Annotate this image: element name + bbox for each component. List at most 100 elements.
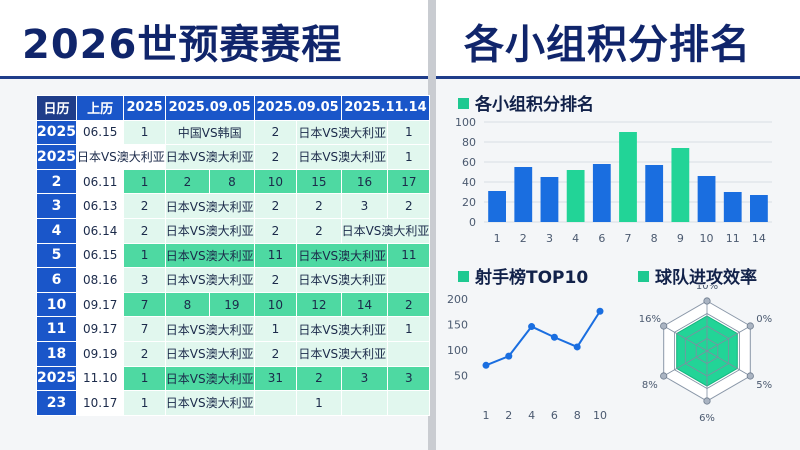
radar-chart-title-text: 球队进攻效率 — [655, 268, 757, 288]
table-cell: 2 — [36, 168, 77, 195]
bar — [592, 164, 611, 222]
header-cell: 2025 — [123, 95, 166, 121]
table-cell: 2 — [253, 267, 298, 293]
table-cell: 日本VS澳大利亚 — [164, 144, 255, 170]
table-cell: 日本VS澳大利亚 — [296, 242, 389, 269]
table-cell: 11 — [36, 316, 77, 342]
x-tick-label: 9 — [677, 232, 684, 245]
table-cell: 2 — [296, 365, 342, 392]
table-cell: 2 — [123, 193, 166, 219]
table-cell — [387, 340, 431, 367]
radar-axis-label: 5% — [756, 380, 772, 391]
data-point — [596, 307, 604, 315]
table-cell: 09.19 — [75, 340, 125, 367]
table-row: 3 06.13 2 日本VS澳大利亚 2 2 3 2 — [36, 193, 431, 219]
table-cell: 6 — [36, 267, 77, 293]
table-row: 23 10.17 1 日本VS澳大利亚 1 — [36, 390, 431, 416]
table-cell: 3 — [123, 267, 166, 293]
table-cell: 1 — [123, 119, 166, 146]
group-standings-bar-chart: 0 20 40 60 80 100 1 2 3 4 6 7 8 9 10 11 14 — [455, 116, 772, 245]
x-tick-label: 6 — [598, 232, 605, 245]
table-row: 6 08.16 3 日本VS澳大利亚 2 日本VS澳大利亚 — [36, 267, 431, 293]
table-cell: 日本VS澳大利亚 — [296, 316, 389, 342]
y-tick-label: 0 — [469, 216, 476, 229]
table-row: 5 06.15 1 日本VS澳大利亚 11 日本VS澳大利亚 11 — [36, 242, 431, 269]
table-cell: 日本VS澳大利亚 — [164, 316, 255, 342]
table-cell: 11.10 — [75, 365, 125, 392]
bar-chart-title: 各小组积分排名 — [458, 90, 594, 115]
table-row: 2025 日本VS澳大利亚 日本VS澳大利亚 2 日本VS澳大利亚 1 — [36, 144, 431, 170]
line-chart-title: 射手榜TOP10 — [458, 263, 588, 288]
table-cell: 日本VS澳大利亚 — [340, 217, 431, 244]
standings-title-bar: 各小组积分排名 — [436, 0, 800, 79]
table-cell: 12 — [296, 291, 342, 318]
square-bullet-icon — [458, 97, 469, 109]
data-point — [528, 323, 536, 331]
table-cell: 1 — [296, 390, 342, 416]
standings-title: 各小组积分排名 — [464, 22, 751, 68]
table-cell: 日本VS澳大利亚 — [75, 144, 166, 170]
table-cell: 日本VS澳大利亚 — [296, 267, 389, 293]
y-tick-label: 20 — [462, 196, 476, 209]
data-point — [550, 333, 558, 341]
table-cell: 2 — [253, 340, 298, 367]
y-tick-label: 80 — [462, 136, 476, 149]
table-row: 2 06.11 1 2 8 10 15 16 17 — [36, 168, 431, 195]
bar — [514, 167, 533, 222]
table-cell: 15 — [296, 168, 342, 195]
table-cell: 06.11 — [75, 168, 125, 195]
schedule-table: 日历 上历 2025 2025.09.05 2025.09.05 2025.11… — [36, 95, 431, 416]
schedule-title-bar: 2026世预赛赛程 — [0, 0, 428, 79]
square-bullet-icon — [458, 270, 469, 282]
bar — [697, 176, 716, 222]
standings-panel: 各小组积分排名 各小组积分排名 0 20 40 60 80 100 1 2 3 4 6 7 8 9 10 11… — [436, 0, 800, 450]
radar-vertex — [660, 372, 668, 380]
table-cell: 7 — [123, 316, 166, 342]
x-tick-label: 7 — [625, 232, 632, 245]
table-cell: 3 — [387, 365, 431, 392]
table-cell — [387, 267, 431, 293]
table-cell: 09.17 — [75, 291, 125, 318]
header-cell: 2025.09.05 — [164, 95, 255, 121]
table-cell: 日本VS澳大利亚 — [164, 217, 255, 244]
table-cell: 2025 — [36, 144, 77, 170]
bar — [645, 165, 664, 222]
attack-efficiency-radar-chart: 10% 0% 5% 6% 8% 16% — [639, 285, 772, 424]
table-cell: 2 — [253, 144, 298, 170]
table-cell: 中国VS韩国 — [164, 119, 255, 146]
header-cell: 2025.11.14 — [340, 95, 431, 121]
table-row: 18 09.19 2 日本VS澳大利亚 2 日本VS澳大利亚 — [36, 340, 431, 367]
table-cell: 16 — [340, 168, 389, 195]
table-cell: 06.13 — [75, 193, 125, 219]
radar-spoke — [663, 325, 708, 352]
table-cell: 23 — [36, 390, 77, 416]
table-cell: 3 — [340, 365, 389, 392]
table-cell: 1 — [123, 365, 166, 392]
table-cell: 日本VS澳大利亚 — [164, 365, 255, 392]
header-cell: 日历 — [36, 95, 77, 121]
line-series — [485, 310, 601, 367]
table-row: 11 09.17 7 日本VS澳大利亚 1 日本VS澳大利亚 1 — [36, 316, 431, 342]
y-tick-label: 150 — [447, 319, 468, 332]
table-cell: 31 — [253, 365, 298, 392]
x-tick-label: 3 — [546, 232, 553, 245]
top-scorers-line-chart: 50 100 150 200 1 2 4 6 8 10 — [447, 293, 607, 422]
radar-vertex — [703, 397, 711, 405]
radar-axis-label: 8% — [642, 380, 658, 391]
table-cell: 2 — [387, 291, 431, 318]
table-cell — [340, 390, 389, 416]
data-point — [505, 352, 513, 360]
table-row: 4 06.14 2 日本VS澳大利亚 2 2 日本VS澳大利亚 — [36, 217, 431, 244]
bar — [540, 177, 559, 222]
y-tick-label: 40 — [462, 176, 476, 189]
data-point — [573, 343, 581, 351]
bar — [671, 148, 690, 222]
table-cell: 10 — [253, 291, 298, 318]
table-cell: 17 — [387, 168, 431, 195]
table-cell: 14 — [340, 291, 389, 318]
x-tick-label: 8 — [574, 409, 581, 422]
table-cell: 06.14 — [75, 217, 125, 244]
bar-chart-title-text: 各小组积分排名 — [475, 95, 594, 115]
table-cell: 日本VS澳大利亚 — [296, 119, 389, 146]
radar-axis-label: 0% — [756, 314, 772, 325]
